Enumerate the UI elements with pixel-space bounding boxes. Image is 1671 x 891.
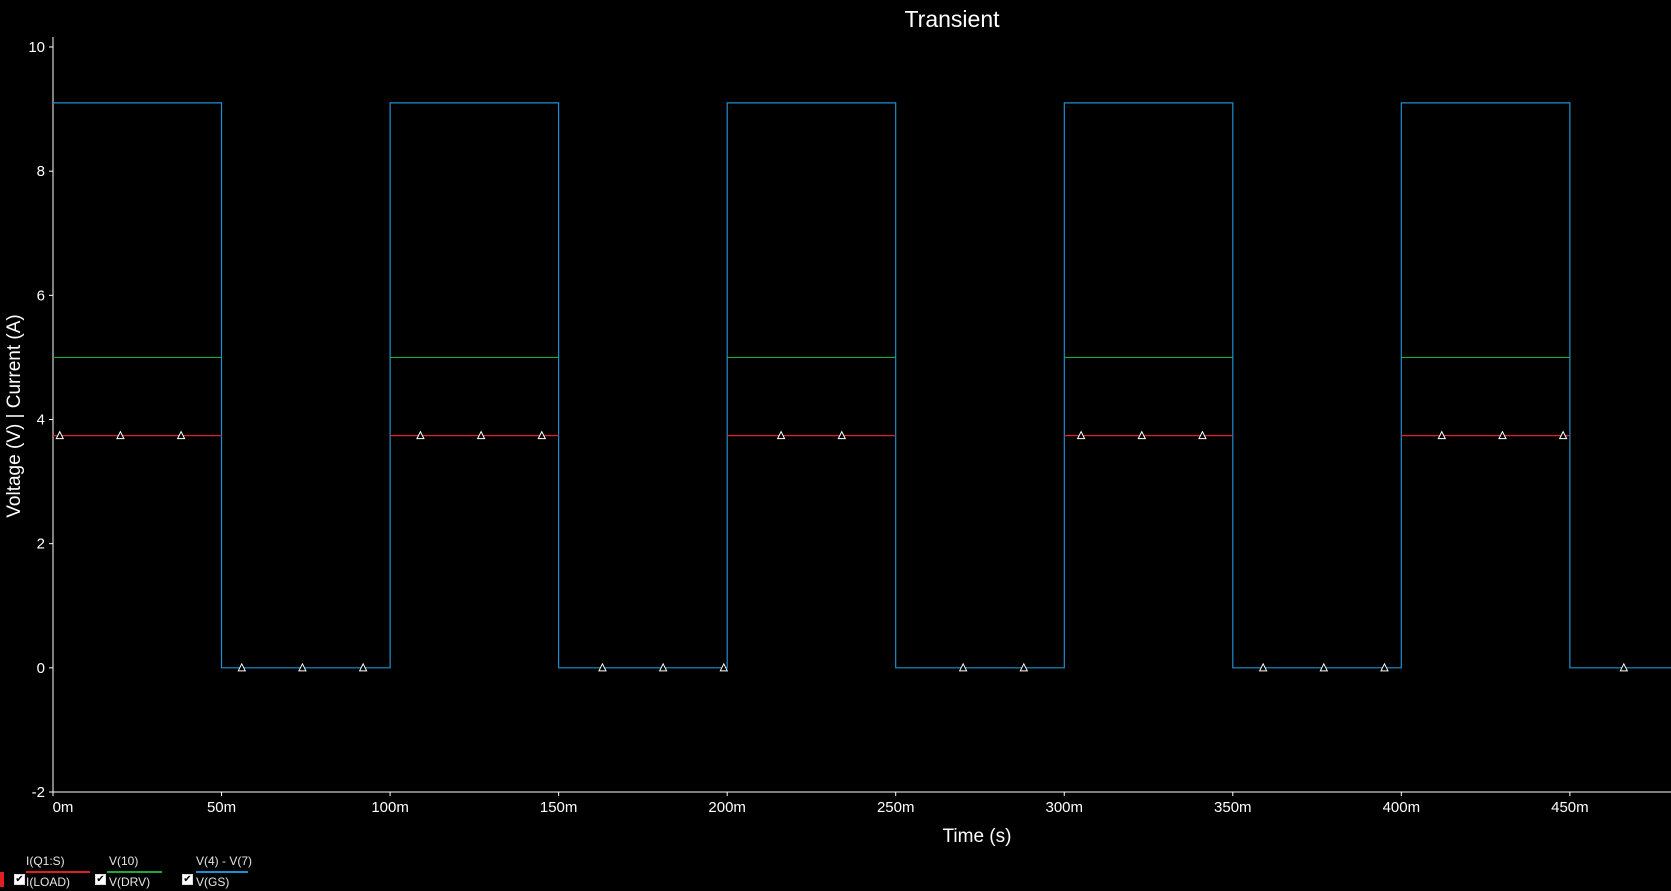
checkbox-icon[interactable]: ✔ <box>14 874 25 885</box>
active-marker <box>0 872 4 887</box>
data-point-marker <box>1076 430 1086 440</box>
chart-title: Transient <box>904 6 1000 32</box>
x-tick-label: 200m <box>708 799 746 816</box>
data-point-marker <box>598 662 607 672</box>
x-tick-label: 0m <box>53 799 74 816</box>
data-point-marker <box>776 430 786 440</box>
checkbox-icon[interactable]: ✔ <box>182 874 193 885</box>
data-point-marker <box>1619 662 1629 672</box>
data-point-marker <box>298 662 307 672</box>
legend-bottom-label: V(GS) <box>196 875 230 889</box>
y-axis-label: Voltage (V) | Current (A) <box>4 314 25 517</box>
x-tick-label: 150m <box>540 799 578 816</box>
y-tick-label: 10 <box>28 39 45 56</box>
data-point-marker <box>1137 430 1147 440</box>
data-point-marker <box>1019 662 1029 672</box>
data-point-marker <box>176 430 186 440</box>
data-point-marker <box>837 430 847 440</box>
x-tick-label: 400m <box>1383 799 1421 816</box>
legend-item-i-load[interactable]: I(Q1:S) ✔ I(LOAD) <box>14 848 94 890</box>
legend-item-v-drv[interactable]: V(10) ✔ V(DRV) <box>95 848 175 890</box>
legend-color-line <box>196 871 248 873</box>
legend-color-line <box>107 871 162 873</box>
transient-plot: Transient Time (s) Voltage (V) | Current… <box>4 6 1671 847</box>
data-point-marker <box>1437 430 1447 440</box>
legend-bottom-label: V(DRV) <box>109 875 151 889</box>
y-tick-label: 2 <box>37 536 45 553</box>
data-point-marker <box>116 430 125 440</box>
data-point-marker <box>958 662 968 672</box>
x-tick-label: 250m <box>877 799 915 816</box>
data-point-marker <box>1258 662 1268 672</box>
data-point-marker <box>358 662 368 672</box>
series-line-v-gs <box>53 102 1671 669</box>
data-point-marker <box>1319 662 1329 672</box>
x-tick-label: 450m <box>1551 799 1589 816</box>
legend-top-label: I(Q1:S) <box>26 854 65 868</box>
y-tick-label: 4 <box>37 412 45 429</box>
y-tick-label: 8 <box>37 163 45 180</box>
legend-bottom-label: I(LOAD) <box>26 875 71 889</box>
y-tick-label: 6 <box>37 287 45 304</box>
checkbox-icon[interactable]: ✔ <box>95 874 106 885</box>
x-tick-label: 50m <box>207 799 236 816</box>
data-point-marker <box>658 662 668 672</box>
series-layer <box>53 102 1671 672</box>
x-tick-label: 100m <box>371 799 409 816</box>
legend-color-line <box>26 871 90 873</box>
y-tick-label: -2 <box>32 784 45 801</box>
data-point-marker <box>1198 430 1207 440</box>
legend-item-v-gs[interactable]: V(4) - V(7) ✔ V(GS) <box>182 848 282 890</box>
y-tick-label: 0 <box>37 660 45 677</box>
data-point-marker <box>237 662 247 672</box>
x-axis-label: Time (s) <box>943 826 1012 847</box>
data-point-marker <box>537 430 547 440</box>
x-tick-label: 300m <box>1045 799 1083 816</box>
data-point-marker <box>1380 662 1389 672</box>
data-point-marker <box>476 430 486 440</box>
data-point-marker <box>416 430 425 440</box>
data-point-marker <box>55 430 65 440</box>
data-point-marker <box>1558 430 1568 440</box>
legend-top-label: V(4) - V(7) <box>196 854 253 868</box>
x-tick-label: 350m <box>1214 799 1252 816</box>
data-point-marker <box>719 662 729 672</box>
legend: I(Q1:S) ✔ I(LOAD) V(10) ✔ V(DRV) V(4) - … <box>0 848 420 890</box>
data-point-marker <box>1498 430 1507 440</box>
legend-top-label: V(10) <box>109 854 139 868</box>
